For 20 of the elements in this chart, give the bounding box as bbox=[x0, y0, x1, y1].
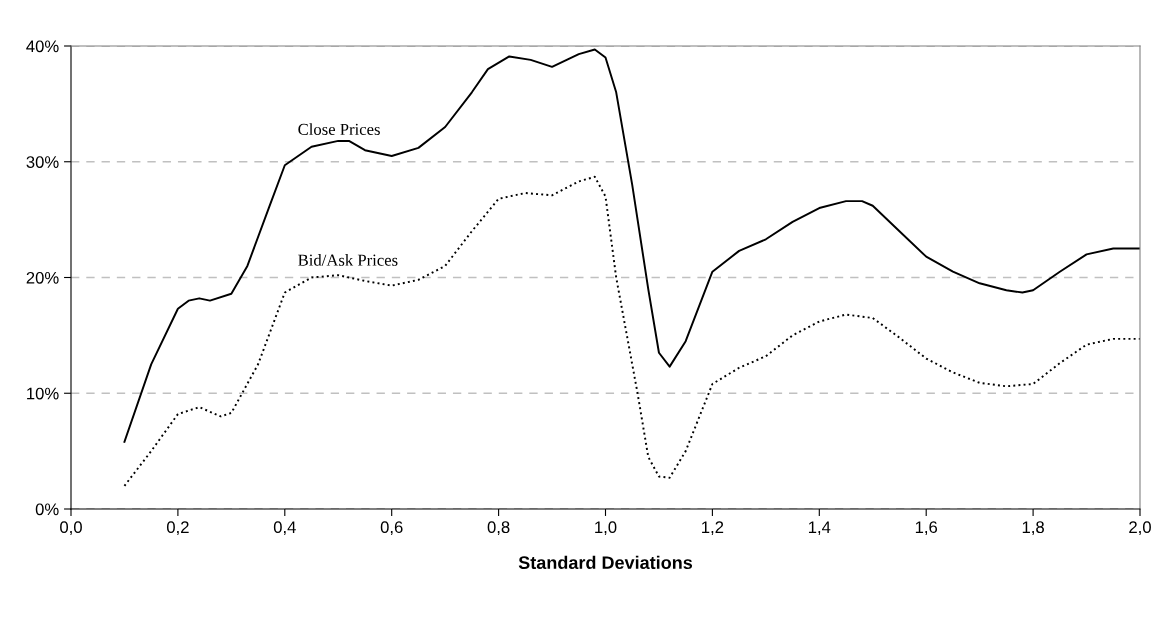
x-tick-label: 0,2 bbox=[166, 521, 189, 536]
x-tick-label: 1,0 bbox=[595, 521, 617, 536]
x-tick-label: 0,0 bbox=[60, 521, 82, 536]
y-tick-label: 10% bbox=[27, 387, 59, 400]
x-tick-label: 1,6 bbox=[915, 521, 938, 536]
x-tick-label: 1,2 bbox=[702, 521, 724, 536]
x-tick-label: 2,0 bbox=[1129, 521, 1151, 536]
x-tick-label: 0,8 bbox=[487, 521, 510, 536]
series-label: Close Prices bbox=[298, 123, 380, 135]
series-label: Bid/Ask Prices bbox=[298, 254, 398, 266]
y-tick-label: 40% bbox=[26, 40, 59, 53]
line-series bbox=[123, 48, 1140, 443]
y-tick-label: 0% bbox=[35, 503, 59, 516]
y-tick-label: 20% bbox=[26, 271, 59, 284]
y-tick-label: 30% bbox=[26, 156, 59, 168]
x-tick-label: 1,8 bbox=[1022, 521, 1044, 536]
x-tick-label: 0,4 bbox=[273, 521, 296, 536]
x-tick-label: 1,4 bbox=[808, 521, 831, 536]
x-tick-label: 0,6 bbox=[380, 521, 403, 536]
x-axis-title: Standard Deviations bbox=[518, 555, 693, 570]
